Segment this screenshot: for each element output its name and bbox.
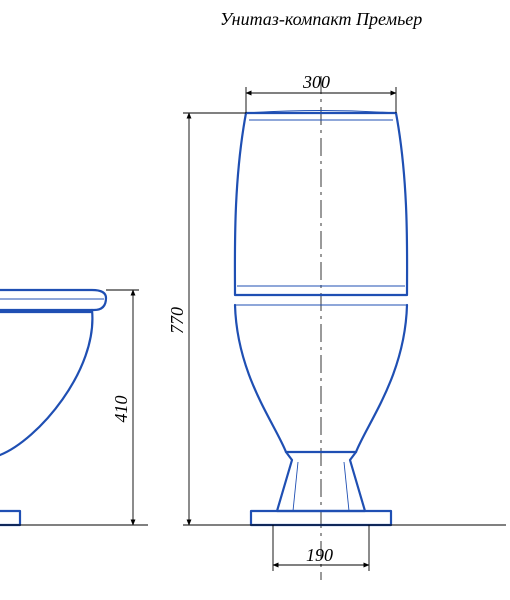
dim-410-value: 410: [111, 396, 131, 423]
pedestal-inner-left: [293, 462, 298, 511]
pedestal-inner-right: [344, 462, 349, 511]
dim-770-value: 770: [167, 307, 187, 334]
dim-190: 190: [273, 525, 369, 571]
drawing-title: Унитаз-компакт Премьер: [220, 9, 422, 29]
dim-190-value: 190: [306, 545, 333, 565]
side-base-outline: [0, 511, 20, 525]
side-bowl-outline: [0, 310, 92, 455]
seat-bottom-outline: [0, 298, 106, 310]
dim-410: 410: [20, 290, 139, 525]
seat-top-outline: [0, 290, 106, 298]
dim-300-value: 300: [302, 72, 330, 92]
